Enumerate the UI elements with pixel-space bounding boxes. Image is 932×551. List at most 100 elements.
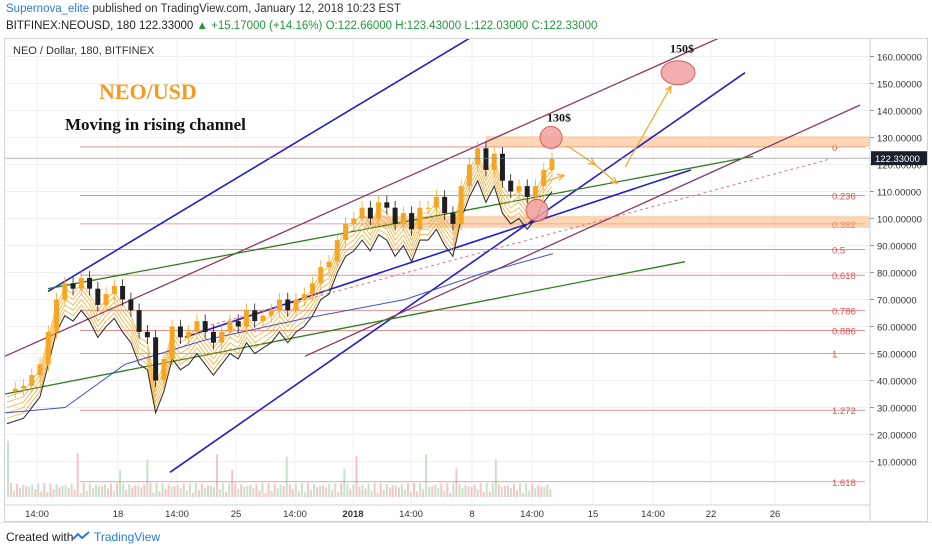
- price-chart[interactable]: 00.2360.3820.50.6180.7860.88611.2721.618…: [5, 39, 928, 522]
- volume-bar: [470, 486, 473, 497]
- target-circle-150: [660, 60, 696, 86]
- volume-bar: [49, 483, 52, 497]
- volume-bar: [303, 492, 306, 497]
- channel-line: [184, 169, 692, 339]
- long-moving-average: [5, 253, 554, 414]
- candle-body: [483, 148, 489, 170]
- volume-bar: [346, 483, 349, 497]
- volume-bar: [52, 489, 55, 497]
- volume-bar: [316, 487, 319, 497]
- time-tick-label: 26: [770, 509, 781, 520]
- volume-bar: [237, 489, 240, 497]
- price-tick-label: 160.00000: [877, 53, 922, 64]
- volume-bar: [82, 483, 85, 497]
- volume-bar: [485, 483, 488, 497]
- volume-bar: [185, 490, 188, 497]
- candle-body: [425, 207, 431, 209]
- volume-bar: [449, 492, 452, 497]
- candle-body: [508, 180, 514, 192]
- publication-line: Supernova_elite published on TradingView…: [6, 3, 401, 15]
- volume-bar: [482, 491, 485, 497]
- candle-body: [103, 294, 109, 305]
- annotation-label: 130$: [547, 110, 571, 124]
- volume-bar: [503, 485, 506, 497]
- volume-bar: [119, 470, 122, 497]
- volume-bar: [376, 492, 379, 497]
- volume-bar: [528, 490, 531, 497]
- volume-bar: [446, 483, 449, 497]
- volume-bar: [473, 484, 476, 497]
- volume-bar: [403, 489, 406, 497]
- candle-body: [301, 294, 307, 300]
- volume-bar: [279, 484, 282, 497]
- volume-bar: [79, 492, 82, 497]
- tradingview-logo-icon: [72, 531, 90, 540]
- volume-bar: [203, 487, 206, 497]
- volume-bar: [231, 469, 234, 497]
- volume-bar: [240, 484, 243, 497]
- volume-bar: [506, 485, 509, 497]
- price-tick-label: 100.00000: [877, 215, 922, 226]
- time-tick-label: 14:00: [399, 509, 423, 520]
- volume-bar: [516, 490, 519, 497]
- price-tick-label: 90.00000: [877, 242, 917, 253]
- volume-bar: [422, 488, 425, 497]
- candle-body: [384, 202, 390, 208]
- volume-bar: [479, 483, 482, 497]
- volume-bar: [443, 490, 446, 497]
- volume-bar: [34, 489, 37, 497]
- volume-bar: [352, 484, 355, 497]
- volume-bar: [100, 486, 103, 497]
- candle-body: [161, 358, 167, 381]
- volume-bar: [234, 483, 237, 497]
- candle-body: [359, 207, 365, 219]
- volume-bar: [85, 490, 88, 497]
- candle-body: [326, 261, 332, 268]
- volume-bar: [191, 492, 194, 497]
- volume-bar: [200, 483, 203, 497]
- volume-bar: [213, 487, 216, 497]
- current-price-label: 122.33000: [875, 154, 920, 165]
- price-tick-label: 40.00000: [877, 377, 917, 388]
- volume-bar: [364, 488, 367, 497]
- annotations: 130$ 150$: [525, 41, 696, 222]
- candle-body: [202, 321, 208, 332]
- candle-body: [334, 240, 340, 262]
- volume-bar: [249, 485, 252, 497]
- volume-bar: [388, 487, 391, 497]
- author-link[interactable]: Supernova_elite: [6, 3, 90, 15]
- candle-body: [37, 364, 43, 376]
- volume-bar: [413, 483, 416, 497]
- volume-bar: [164, 488, 167, 497]
- volume-bar: [331, 489, 334, 497]
- annotation-label: 150$: [670, 41, 694, 55]
- time-tick-label: 14:00: [641, 509, 665, 520]
- tradingview-link[interactable]: TradingView: [94, 530, 161, 544]
- candle-body: [417, 207, 423, 230]
- volume-bar: [210, 485, 213, 497]
- channel-line: [47, 39, 470, 293]
- candle-body: [62, 283, 68, 300]
- candle-body: [532, 186, 538, 197]
- volume-bar: [179, 488, 182, 497]
- fib-level-label: 1: [832, 350, 837, 361]
- price-tick-label: 10.00000: [877, 458, 917, 469]
- volume-bar: [243, 486, 246, 497]
- candle-body: [524, 186, 530, 197]
- volume-bar: [270, 490, 273, 497]
- volume-bar: [497, 484, 500, 497]
- volume-bar: [322, 485, 325, 497]
- candle-body: [293, 299, 299, 311]
- candle-body: [318, 267, 324, 284]
- chart-panel[interactable]: 00.2360.3820.50.6180.7860.88611.2721.618…: [4, 38, 928, 522]
- candlesticks: [12, 141, 555, 399]
- price-tick-label: 120.00000: [877, 161, 922, 172]
- volume-bar: [525, 483, 528, 497]
- volume-bar: [206, 485, 209, 497]
- volume-bar: [246, 485, 249, 497]
- volume-bar: [488, 491, 491, 497]
- candle-body: [491, 153, 497, 170]
- volume-bar: [143, 484, 146, 497]
- volume-bar: [276, 488, 279, 497]
- channel-line: [5, 261, 686, 395]
